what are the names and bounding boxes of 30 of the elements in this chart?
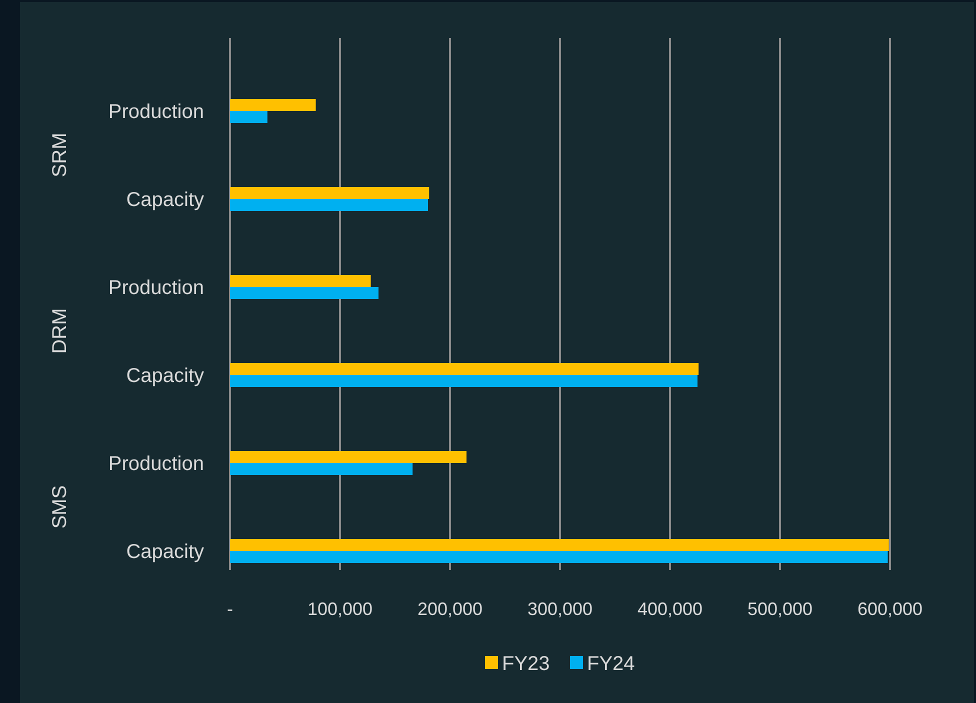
bar: [230, 111, 268, 123]
bar: [230, 99, 316, 111]
y-tick-label: Capacity: [126, 541, 204, 563]
bar: [230, 463, 413, 475]
x-tick-label: 200,000: [417, 599, 483, 619]
legend-label: FY24: [587, 653, 635, 675]
bar: [230, 287, 378, 299]
x-tick-label: 500,000: [747, 599, 813, 619]
bar: [230, 451, 466, 463]
bar: [230, 363, 699, 375]
y-tick-label: Production: [108, 101, 204, 123]
y-tick-label: Production: [108, 277, 204, 299]
text: DRM: [49, 308, 71, 354]
y-tick-label: Production: [108, 453, 204, 475]
y-tick-label: Capacity: [126, 365, 204, 387]
x-tick-label: 400,000: [637, 599, 703, 619]
bar: [230, 375, 698, 387]
x-tick-label: 100,000: [307, 599, 373, 619]
x-tick-label: 300,000: [527, 599, 593, 619]
text: SMS: [49, 485, 71, 529]
bar: [230, 199, 428, 211]
legend-label: FY23: [502, 653, 550, 675]
bar: [230, 539, 889, 551]
x-tick-label: -: [227, 599, 233, 619]
x-tick-label: 600,000: [857, 599, 923, 619]
bar: [230, 187, 430, 199]
bar: [230, 551, 888, 563]
text: SRM: [49, 132, 71, 178]
bar: [230, 275, 371, 287]
y-tick-label: Capacity: [126, 189, 204, 211]
